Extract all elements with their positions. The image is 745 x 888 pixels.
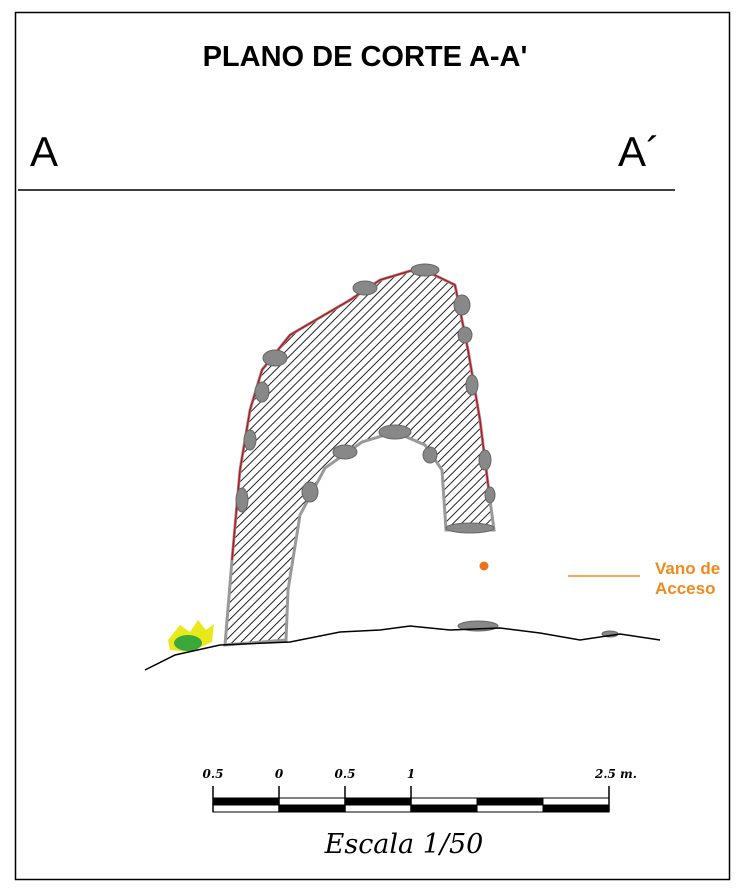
scale-label: 0 [275,767,284,781]
scale-segment [542,797,610,806]
scale-label: 2.5 m. [594,767,637,781]
scale-segment [542,804,610,813]
scale-segment [278,797,346,806]
annotation-line: Acceso [655,579,715,598]
scale-segment [476,797,544,806]
section-mark-right: A´ [618,128,660,175]
scale-segment [212,797,280,806]
scale-bar: 0.5 0 0.5 1 2.5 m. [203,767,637,813]
scale-text: Escala 1/50 [324,829,484,860]
scale-segment [344,797,412,806]
ground-line [144,625,661,671]
scale-segment [344,804,412,813]
scale-segment [476,804,544,813]
scale-segment [410,804,478,813]
title: PLANO DE CORTE A-A' [203,41,528,73]
arch [223,263,619,647]
scale-label: 0.5 [335,767,356,781]
scale-label: 0.5 [203,767,224,781]
scale-segment [212,804,280,813]
vegetation [168,620,214,652]
scale-segment [278,804,346,813]
frame [14,11,731,881]
access-point [479,561,489,571]
scale-label: 1 [407,767,415,781]
annotation-line: Vano de [655,559,720,578]
scale-segment [410,797,478,806]
section-mark-left: A [30,128,58,175]
